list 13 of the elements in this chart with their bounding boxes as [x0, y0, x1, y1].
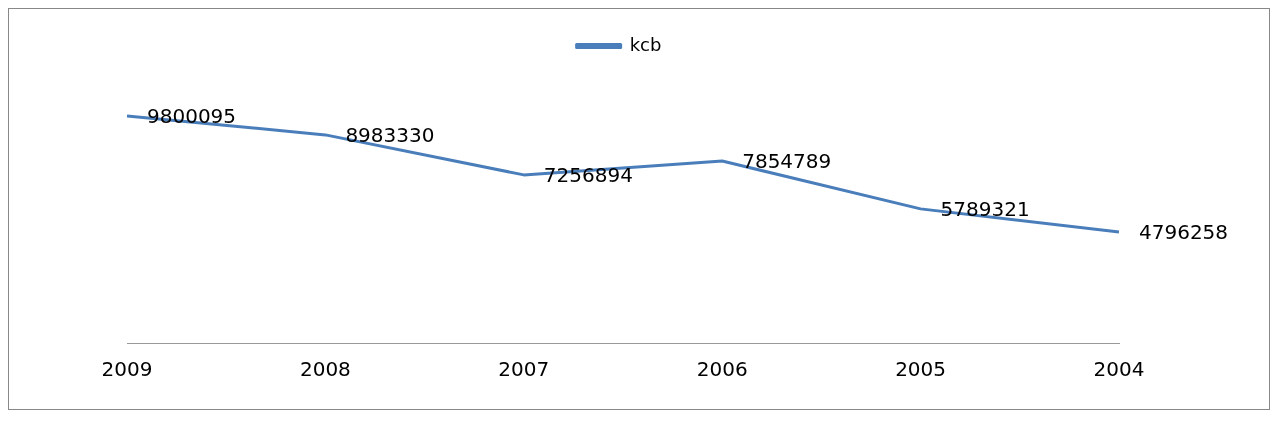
data-label: 9800095	[147, 104, 237, 129]
data-label: 4796258	[1139, 220, 1229, 245]
x-tick-label: 2005	[895, 357, 947, 382]
x-tick-label: 2009	[101, 357, 153, 382]
data-label: 5789321	[940, 197, 1030, 222]
x-tick-label: 2006	[696, 357, 748, 382]
x-tick-label: 2007	[498, 357, 550, 382]
legend-label: kcb	[629, 33, 662, 55]
x-tick-label: 2008	[299, 357, 351, 382]
data-label: 7854789	[742, 149, 832, 174]
x-tick-label: 2004	[1093, 357, 1145, 382]
data-label: 8983330	[345, 123, 435, 148]
data-label: 7256894	[543, 163, 633, 188]
